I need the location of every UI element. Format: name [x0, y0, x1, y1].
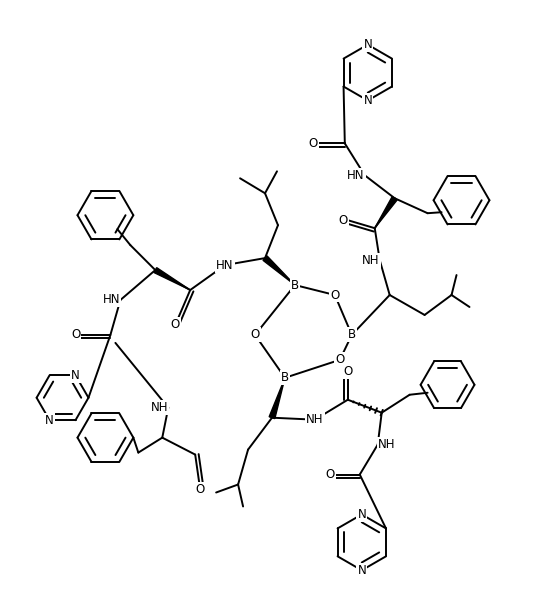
Text: NH: NH: [151, 401, 168, 415]
Text: NH: NH: [306, 413, 324, 426]
Text: O: O: [339, 213, 348, 227]
Polygon shape: [154, 267, 190, 290]
Text: O: O: [343, 365, 352, 378]
Text: HN: HN: [216, 259, 234, 272]
Polygon shape: [269, 378, 285, 419]
Text: B: B: [348, 329, 356, 342]
Polygon shape: [375, 197, 397, 228]
Text: N: N: [45, 414, 54, 427]
Text: O: O: [171, 318, 180, 331]
Text: N: N: [363, 94, 372, 107]
Text: NH: NH: [362, 254, 380, 267]
Text: B: B: [281, 371, 289, 384]
Text: O: O: [326, 468, 335, 481]
Text: N: N: [357, 564, 366, 577]
Polygon shape: [263, 256, 295, 285]
Text: O: O: [308, 137, 318, 150]
Text: NH: NH: [378, 438, 395, 451]
Text: O: O: [330, 289, 339, 301]
Text: N: N: [357, 508, 366, 521]
Text: O: O: [196, 483, 205, 496]
Text: O: O: [71, 329, 81, 342]
Text: N: N: [363, 38, 372, 51]
Text: O: O: [250, 329, 260, 342]
Text: HN: HN: [347, 169, 365, 182]
Text: HN: HN: [103, 294, 120, 307]
Text: B: B: [291, 279, 299, 292]
Text: N: N: [71, 369, 80, 382]
Text: O: O: [335, 353, 345, 366]
